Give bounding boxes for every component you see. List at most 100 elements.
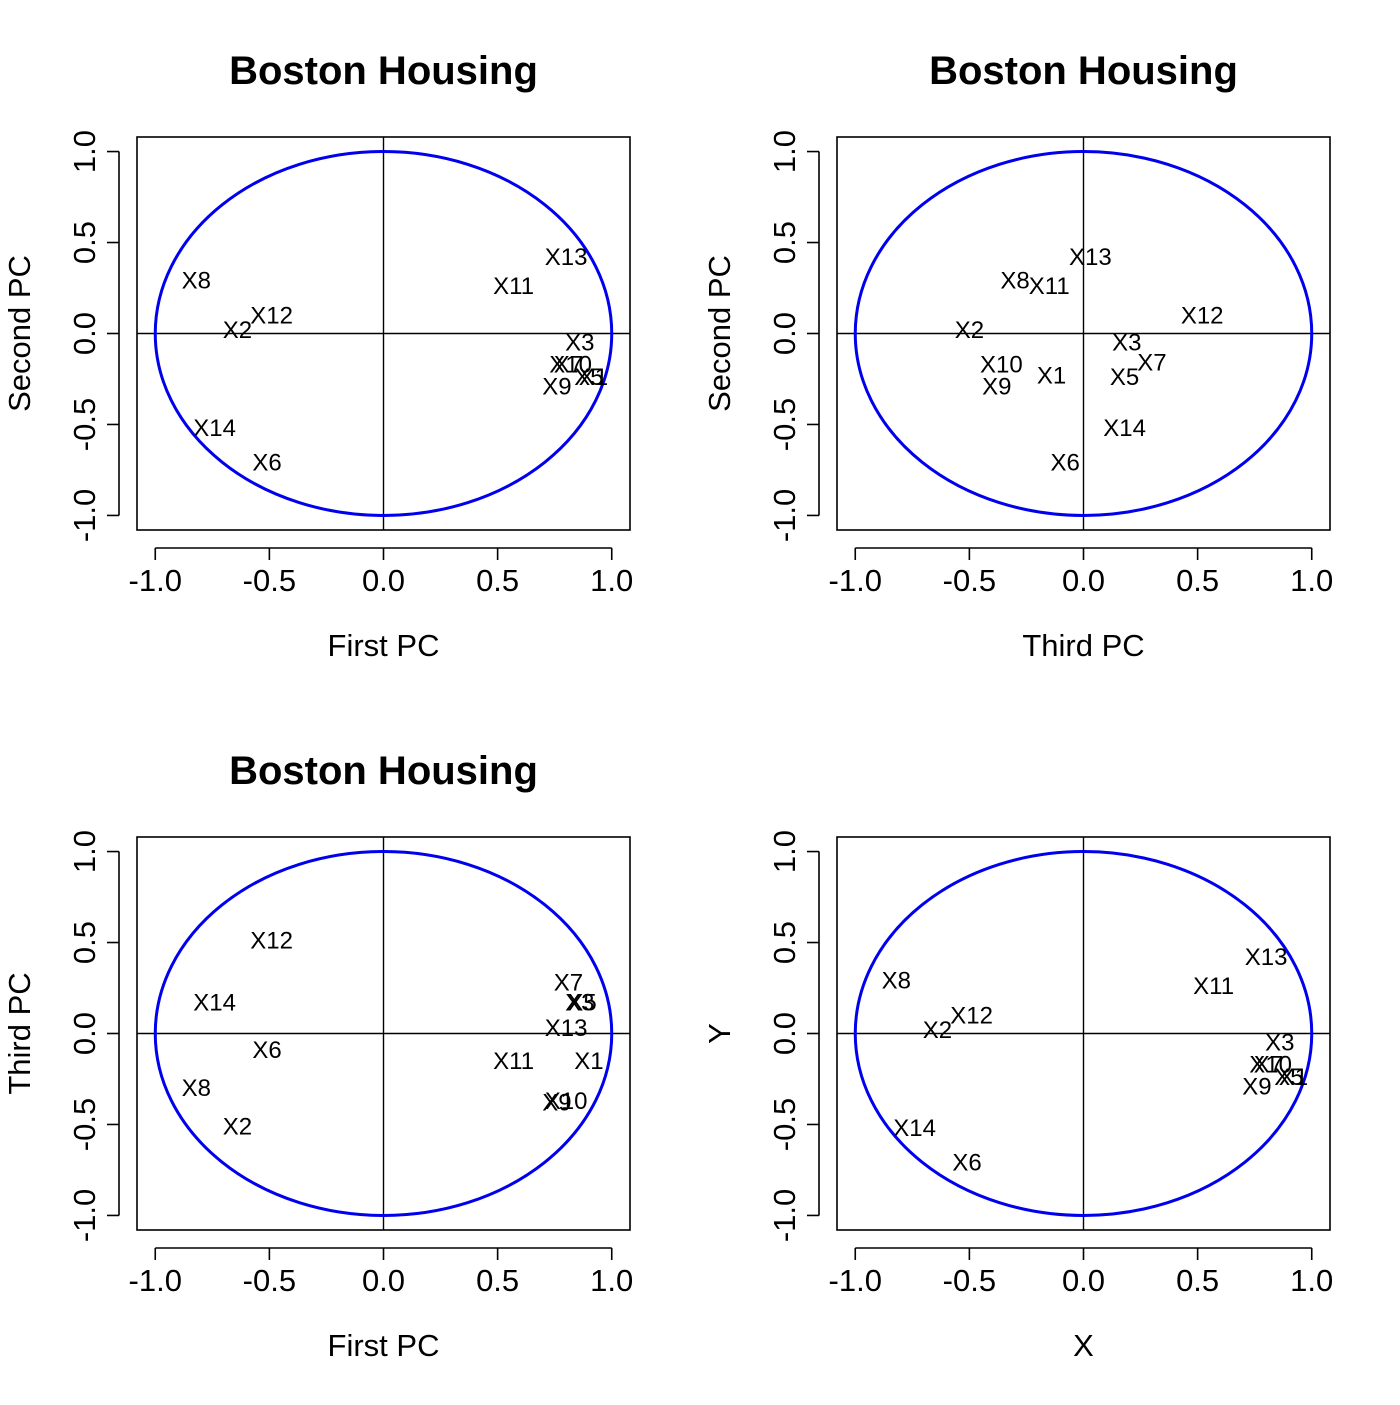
point-label-x1: X1 <box>574 1048 603 1075</box>
point-label-x10: X10 <box>980 351 1023 378</box>
y-axis-label: Second PC <box>2 255 37 412</box>
y-axis: -1.0 -0.5 0.0 0.5 1.0 <box>767 830 820 1242</box>
y-axis-label: Third PC <box>2 972 37 1094</box>
chart-title: Boston Housing <box>229 49 538 93</box>
x-tick-label: -0.5 <box>243 563 296 598</box>
y-axis-label: Y <box>702 1023 737 1044</box>
y-tick-label: 0.5 <box>67 921 102 964</box>
x-tick-label: -0.5 <box>943 563 996 598</box>
point-label-x10: X10 <box>545 1088 588 1115</box>
point-label-x8: X8 <box>882 968 911 995</box>
unit-circle <box>153 150 614 517</box>
point-label-x5: X5 <box>1274 1064 1303 1091</box>
point-label-x2: X2 <box>955 317 984 344</box>
point-label-x1: X1 <box>1037 362 1066 389</box>
x-axis-label: First PC <box>328 628 440 663</box>
y-tick-label: 0.5 <box>67 221 102 264</box>
point-label-x1: X1 <box>1279 1064 1308 1091</box>
x-axis-label: X <box>1073 1328 1094 1363</box>
y-tick-label: -0.5 <box>67 1098 102 1151</box>
unit-circle <box>153 850 614 1217</box>
y-axis: -1.0 -0.5 0.0 0.5 1.0 <box>67 130 120 542</box>
y-tick-label: 0.0 <box>767 312 802 355</box>
x-tick-label: 0.5 <box>476 563 519 598</box>
y-tick-label: -0.5 <box>767 398 802 451</box>
x-tick-label: 1.0 <box>1290 563 1333 598</box>
point-label-x7: X7 <box>1137 350 1166 377</box>
point-label-x9: X9 <box>982 373 1011 400</box>
x-tick-label: 1.0 <box>590 1263 633 1298</box>
point-label-x3: X3 <box>565 990 594 1017</box>
point-label-x10: X10 <box>549 351 592 378</box>
point-label-x7: X7 <box>554 351 583 378</box>
panel-4: -1.0 -0.5 0.0 0.5 1.0 -1.0 -0.5 0.0 0.5 1.0 X Y X1 X2… <box>702 830 1333 1363</box>
point-label-x9: X9 <box>542 373 571 400</box>
point-label-x3: X3 <box>565 330 594 357</box>
x-tick-label: 0.5 <box>476 1263 519 1298</box>
x-tick-label: -1.0 <box>129 1263 182 1298</box>
x-tick-label: -1.0 <box>129 563 182 598</box>
y-tick-label: -1.0 <box>767 489 802 542</box>
y-axis: -1.0 -0.5 0.0 0.5 1.0 <box>67 830 120 1242</box>
point-label-x12: X12 <box>1181 302 1224 329</box>
point-label-x3: X3 <box>1112 330 1141 357</box>
x-tick-label: 1.0 <box>1290 1263 1333 1298</box>
point-label-x14: X14 <box>893 1115 936 1142</box>
point-label-x5: X5 <box>574 364 603 391</box>
y-tick-label: 0.0 <box>767 1012 802 1055</box>
y-tick-label: 0.0 <box>67 312 102 355</box>
y-tick-label: 1.0 <box>767 830 802 873</box>
point-label-x12: X12 <box>950 1002 993 1029</box>
y-tick-label: 1.0 <box>67 830 102 873</box>
point-label-x6: X6 <box>252 450 281 477</box>
x-tick-label: -0.5 <box>243 1263 296 1298</box>
point-label-x3: X3 <box>1265 1030 1294 1057</box>
x-tick-label: 1.0 <box>590 563 633 598</box>
y-tick-label: -0.5 <box>767 1098 802 1151</box>
point-label-x9: X9 <box>1242 1073 1271 1100</box>
point-label-x2: X2 <box>223 1113 252 1140</box>
x-tick-label: 0.0 <box>1062 563 1105 598</box>
point-label-x9: X9 <box>542 1090 571 1117</box>
x-tick-label: 0.5 <box>1176 563 1219 598</box>
x-tick-label: -1.0 <box>829 563 882 598</box>
x-tick-label: 0.5 <box>1176 1263 1219 1298</box>
point-label-x12: X12 <box>250 302 293 329</box>
x-axis: -1.0 -0.5 0.0 0.5 1.0 <box>129 547 633 598</box>
point-label-x11: X11 <box>493 273 534 300</box>
y-tick-label: 0.5 <box>767 221 802 264</box>
point-label-x6: X6 <box>252 1037 281 1064</box>
point-label-x8: X8 <box>182 1075 211 1102</box>
x-tick-label: 0.0 <box>362 563 405 598</box>
point-label-x2: X2 <box>923 1017 952 1044</box>
point-label-x7: X7 <box>1254 1051 1283 1078</box>
x-axis-label: Third PC <box>1022 628 1144 663</box>
point-label-x8: X8 <box>182 268 211 295</box>
y-tick-label: -1.0 <box>767 1189 802 1242</box>
y-tick-label: 0.5 <box>767 921 802 964</box>
point-label-x5: X5 <box>567 990 596 1017</box>
y-axis-label: Second PC <box>702 255 737 412</box>
panel-3: Boston Housing -1.0 -0.5 0.0 0.5 1.0 -1.0 -0.5 0… <box>2 749 633 1363</box>
point-label-x11: X11 <box>1029 273 1070 300</box>
chart-title: Boston Housing <box>929 49 1238 93</box>
point-label-x14: X14 <box>1103 415 1146 442</box>
x-tick-label: -0.5 <box>943 1263 996 1298</box>
y-tick-label: -0.5 <box>67 398 102 451</box>
x-axis-label: First PC <box>328 1328 440 1363</box>
y-axis: -1.0 -0.5 0.0 0.5 1.0 <box>767 130 820 542</box>
y-tick-label: 1.0 <box>67 130 102 173</box>
panel-2: Boston Housing -1.0 -0.5 0.0 0.5 1.0 -1.0 -0.5 0… <box>702 49 1333 663</box>
point-label-x5: X5 <box>1110 364 1139 391</box>
point-label-x6: X6 <box>952 1150 981 1177</box>
point-label-x14: X14 <box>193 990 236 1017</box>
point-label-x12: X12 <box>250 928 293 955</box>
point-label-x10: X10 <box>1249 1051 1292 1078</box>
point-label-x11: X11 <box>493 1048 534 1075</box>
